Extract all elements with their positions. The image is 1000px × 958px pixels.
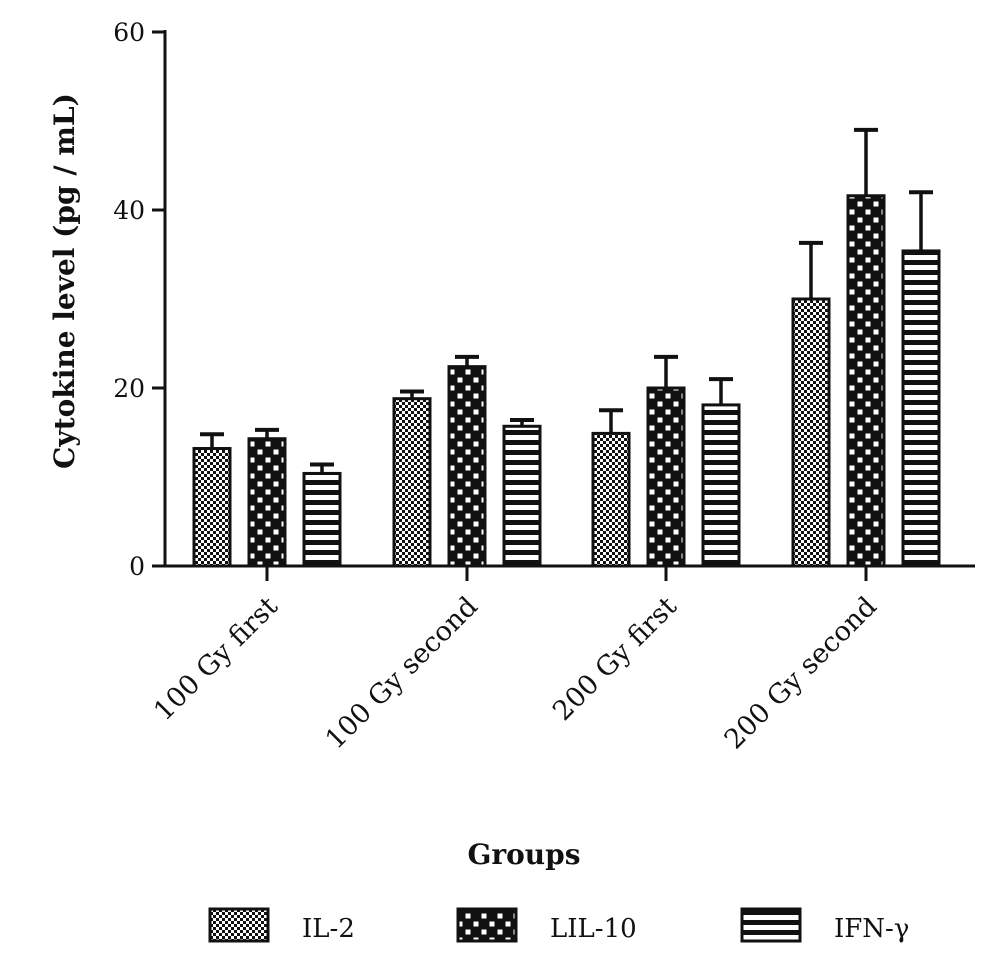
bar-ifn-200-gy-second bbox=[901, 249, 941, 568]
bar-lil-10-100-gy-second bbox=[447, 365, 487, 568]
error-bars bbox=[200, 127, 933, 474]
bar-il-2-100-gy-first bbox=[192, 447, 232, 568]
bar-ifn-200-gy-first bbox=[701, 403, 741, 568]
bar-lil-10-200-gy-first bbox=[646, 386, 686, 568]
y-axis-title: Cytokine level (pg / mL) bbox=[48, 93, 81, 469]
bar-ifn-100-gy-second bbox=[502, 424, 542, 568]
bar-il-2-200-gy-first bbox=[591, 431, 631, 568]
axes bbox=[152, 30, 975, 568]
y-tick-label: 0 bbox=[129, 552, 145, 581]
x-axis-title: Groups bbox=[467, 838, 580, 871]
bar-lil-10-100-gy-first bbox=[247, 437, 287, 568]
y-tick-label: 40 bbox=[113, 196, 145, 225]
legend-swatch-ifn bbox=[740, 907, 802, 943]
legend: IL-2 LIL-10 IFN-γ bbox=[208, 907, 909, 944]
bar-ifn-100-gy-first bbox=[302, 471, 342, 568]
x-tick-label-100-gy-first: 100 Gy first bbox=[148, 591, 284, 727]
y-tick-label: 60 bbox=[113, 18, 145, 47]
legend-label-lil-10: LIL-10 bbox=[550, 914, 637, 944]
bar-lil-10-200-gy-second bbox=[846, 194, 886, 568]
bar-il-2-200-gy-second bbox=[791, 297, 831, 568]
legend-label-ifn: IFN-γ bbox=[834, 914, 909, 944]
x-tick-label-200-gy-second: 200 Gy second bbox=[719, 591, 883, 755]
x-tick-label-200-gy-first: 200 Gy first bbox=[547, 591, 683, 727]
bar-il-2-100-gy-second bbox=[392, 397, 432, 568]
x-ticks: 100 Gy first 100 Gy second 200 Gy first 200… bbox=[148, 566, 883, 755]
y-ticks: 0 20 40 60 bbox=[113, 18, 165, 581]
legend-label-il-2: IL-2 bbox=[302, 914, 355, 944]
y-tick-label: 20 bbox=[113, 374, 145, 403]
x-tick-label-100-gy-second: 100 Gy second bbox=[320, 591, 484, 755]
legend-swatch-lil-10 bbox=[456, 907, 518, 943]
bars bbox=[192, 194, 941, 568]
legend-swatch-il-2 bbox=[208, 907, 270, 943]
